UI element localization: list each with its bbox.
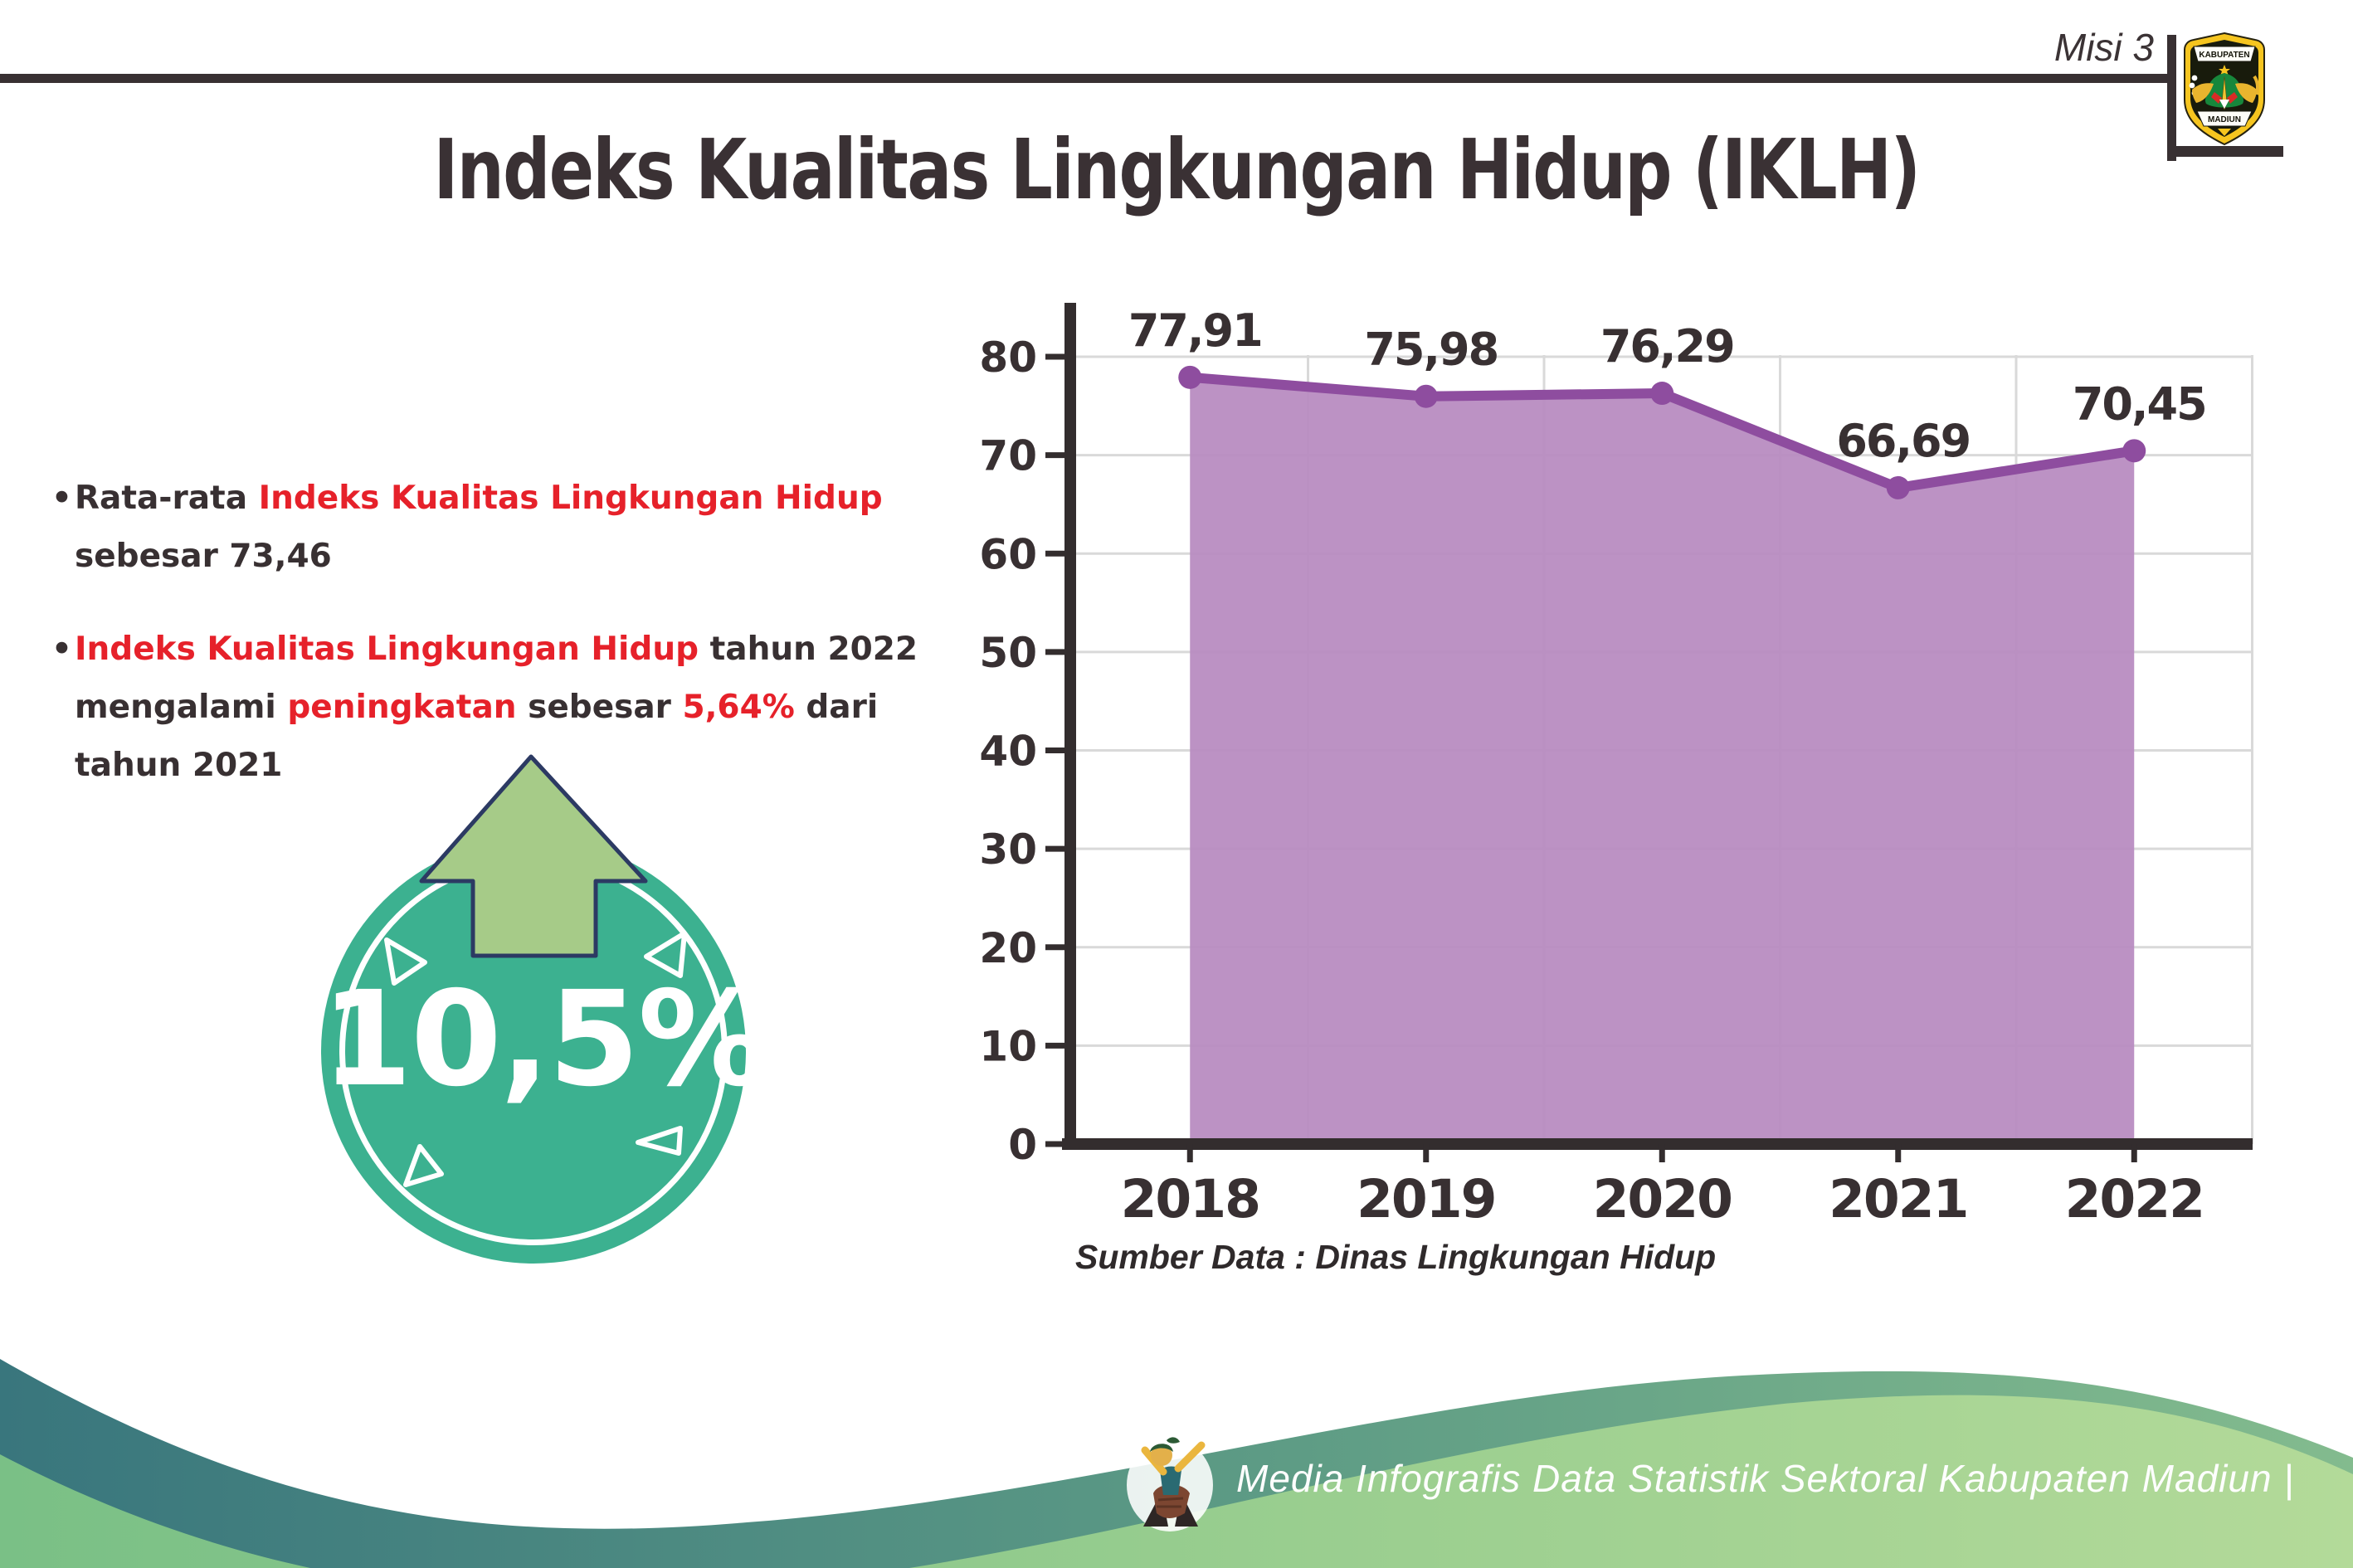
y-axis-label: 80 xyxy=(979,334,1037,382)
increase-percentage: 10,5% xyxy=(321,963,769,1116)
text-segment: Indeks Kualitas Lingkungan Hidup xyxy=(75,631,699,668)
footer-credit-text: Media Infografis Data Statistik Sektoral… xyxy=(1236,1457,2295,1500)
header-rule xyxy=(0,74,2167,83)
list-item: • Indeks Kualitas Lingkungan Hidup tahun… xyxy=(51,621,1014,795)
increase-badge: 10,5% xyxy=(321,839,769,1264)
page-title: Indeks Kualitas Lingkungan Hidup (IKLH) xyxy=(433,121,1921,218)
star-icon xyxy=(2219,65,2230,75)
data-point xyxy=(1650,382,1674,406)
y-axis-label: 40 xyxy=(979,728,1037,776)
list-item: • Rata-rata Indeks Kualitas Lingkungan H… xyxy=(51,470,1014,586)
x-axis-label: 2018 xyxy=(1121,1169,1259,1230)
data-label: 75,98 xyxy=(1364,324,1498,376)
corner-bracket-vertical xyxy=(2167,35,2176,161)
text-segment: sebesar xyxy=(516,689,683,726)
text-segment: Indeks Kualitas Lingkungan Hidup xyxy=(258,480,883,517)
data-point xyxy=(1178,365,1202,389)
kabupaten-madiun-logo-icon: KABUPATEN MADIUN xyxy=(2184,32,2265,146)
data-point xyxy=(2122,439,2146,463)
data-label: 66,69 xyxy=(1836,415,1970,467)
x-axis-label: 2019 xyxy=(1357,1169,1495,1230)
mascot-icon xyxy=(1127,1437,1213,1531)
chart-source-note: Sumber Data : Dinas Lingkungan Hidup xyxy=(1075,1238,1717,1276)
text-segment: sebesar 73,46 xyxy=(75,538,332,575)
data-label: 70,45 xyxy=(2073,377,2206,430)
bullet-text: Indeks Kualitas Lingkungan Hidup tahun 2… xyxy=(75,631,918,784)
x-axis-label: 2021 xyxy=(1829,1169,1967,1230)
data-point xyxy=(1886,475,1910,499)
logo-top-text: KABUPATEN xyxy=(2199,51,2249,60)
y-axis-label: 60 xyxy=(979,530,1037,578)
text-segment: 5,64% xyxy=(682,689,795,726)
y-axis-label: 10 xyxy=(979,1022,1037,1070)
y-axis-label: 70 xyxy=(979,432,1037,480)
text-segment: dari tahun 2021 xyxy=(75,689,879,784)
increase-arrow-icon xyxy=(419,754,648,958)
bullet-text: Rata-rata Indeks Kualitas Lingkungan Hid… xyxy=(75,480,883,575)
x-axis-label: 2022 xyxy=(2065,1169,2204,1230)
y-axis-label: 20 xyxy=(979,924,1037,972)
data-label: 77,91 xyxy=(1128,304,1262,357)
corner-bracket-horizontal xyxy=(2167,146,2283,157)
badge-spark-icons xyxy=(384,931,687,1187)
bullet-marker: • xyxy=(51,480,72,517)
iklh-area-chart: 0 10 20 30 40 50 60 70 80 77,91 2018 75,98 2019 76,29… xyxy=(979,303,2253,1230)
right-wing-icon xyxy=(2235,83,2257,103)
left-wing-icon xyxy=(2192,83,2214,103)
bullet-marker: • xyxy=(51,631,72,668)
area-fill xyxy=(1190,377,2135,1145)
footer-wave-front xyxy=(0,1395,2353,1568)
key-findings-list: • Rata-rata Indeks Kualitas Lingkungan H… xyxy=(51,470,1014,830)
x-axis-label: 2020 xyxy=(1593,1169,1732,1230)
data-point xyxy=(1414,384,1438,408)
mission-label: Misi 3 xyxy=(2053,26,2154,69)
y-axis-label: 0 xyxy=(1008,1121,1037,1169)
data-label: 76,29 xyxy=(1600,320,1734,373)
text-segment: Rata-rata xyxy=(75,480,259,517)
logo-bottom-text: MADIUN xyxy=(2208,115,2241,124)
y-axis-label: 50 xyxy=(979,629,1037,677)
text-segment: tahun 2022 mengalami xyxy=(75,631,918,726)
y-axis-label: 30 xyxy=(979,825,1037,874)
text-segment: peningkatan xyxy=(287,689,517,726)
